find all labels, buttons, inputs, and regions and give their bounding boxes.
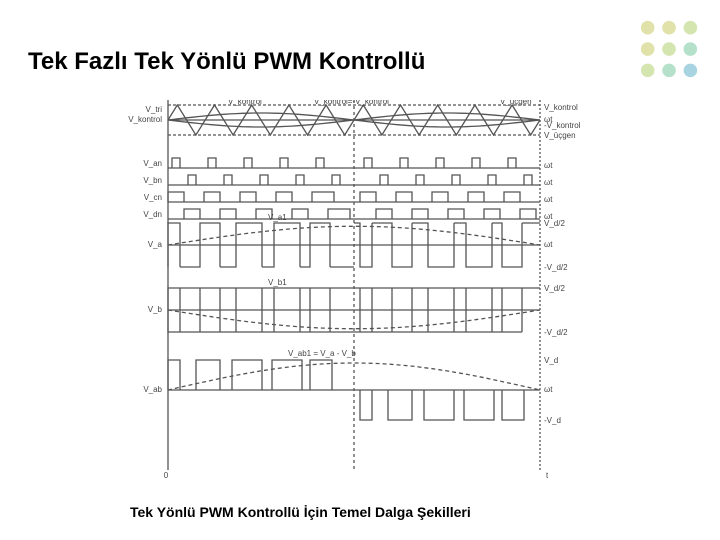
svg-text:V_tri: V_tri xyxy=(146,105,163,114)
svg-text:V_üçgen: V_üçgen xyxy=(500,100,532,106)
svg-text:V_d/2: V_d/2 xyxy=(544,284,565,293)
svg-text:V_ab: V_ab xyxy=(143,385,162,394)
svg-text:ωt: ωt xyxy=(544,195,553,204)
svg-text:ωt: ωt xyxy=(544,385,553,394)
svg-text:V_a1: V_a1 xyxy=(268,213,287,222)
svg-text:V_cn: V_cn xyxy=(144,193,162,202)
svg-text:-V_d/2: -V_d/2 xyxy=(544,263,568,272)
svg-text:V_d: V_d xyxy=(544,356,558,365)
svg-text:V_an: V_an xyxy=(143,159,162,168)
svg-text:V_kontrol: V_kontrol xyxy=(228,100,262,106)
svg-text:-V_d: -V_d xyxy=(544,416,561,425)
svg-text:V_kontrol: V_kontrol xyxy=(544,103,578,112)
svg-text:V_kontrol: V_kontrol xyxy=(128,115,162,124)
svg-text:V_dn: V_dn xyxy=(143,210,162,219)
svg-text:V_üçgen: V_üçgen xyxy=(544,131,576,140)
decorative-dots xyxy=(638,18,702,82)
figure-caption: Tek Yönlü PWM Kontrollü İçin Temel Dalga… xyxy=(130,504,471,520)
svg-text:t: t xyxy=(546,471,549,480)
svg-text:ωt: ωt xyxy=(544,240,553,249)
svg-text:V_bn: V_bn xyxy=(143,176,162,185)
svg-text:V_a: V_a xyxy=(148,240,163,249)
page-title: Tek Fazlı Tek Yönlü PWM Kontrollü xyxy=(28,48,425,76)
svg-text:ωt: ωt xyxy=(544,178,553,187)
svg-text:0: 0 xyxy=(164,471,169,480)
pwm-waveform-diagram: V_triV_kontrolV_kontrolV_kontrol=-V_kont… xyxy=(120,100,590,490)
svg-text:-V_d/2: -V_d/2 xyxy=(544,328,568,337)
svg-text:V_kontrol=-V_kontrol: V_kontrol=-V_kontrol xyxy=(314,100,389,106)
svg-text:ωt: ωt xyxy=(544,115,553,124)
svg-text:V_b1: V_b1 xyxy=(268,278,287,287)
svg-text:ωt: ωt xyxy=(544,161,553,170)
svg-text:V_b: V_b xyxy=(148,305,163,314)
svg-text:V_ab1 = V_a - V_b: V_ab1 = V_a - V_b xyxy=(288,349,356,358)
svg-text:V_d/2: V_d/2 xyxy=(544,219,565,228)
